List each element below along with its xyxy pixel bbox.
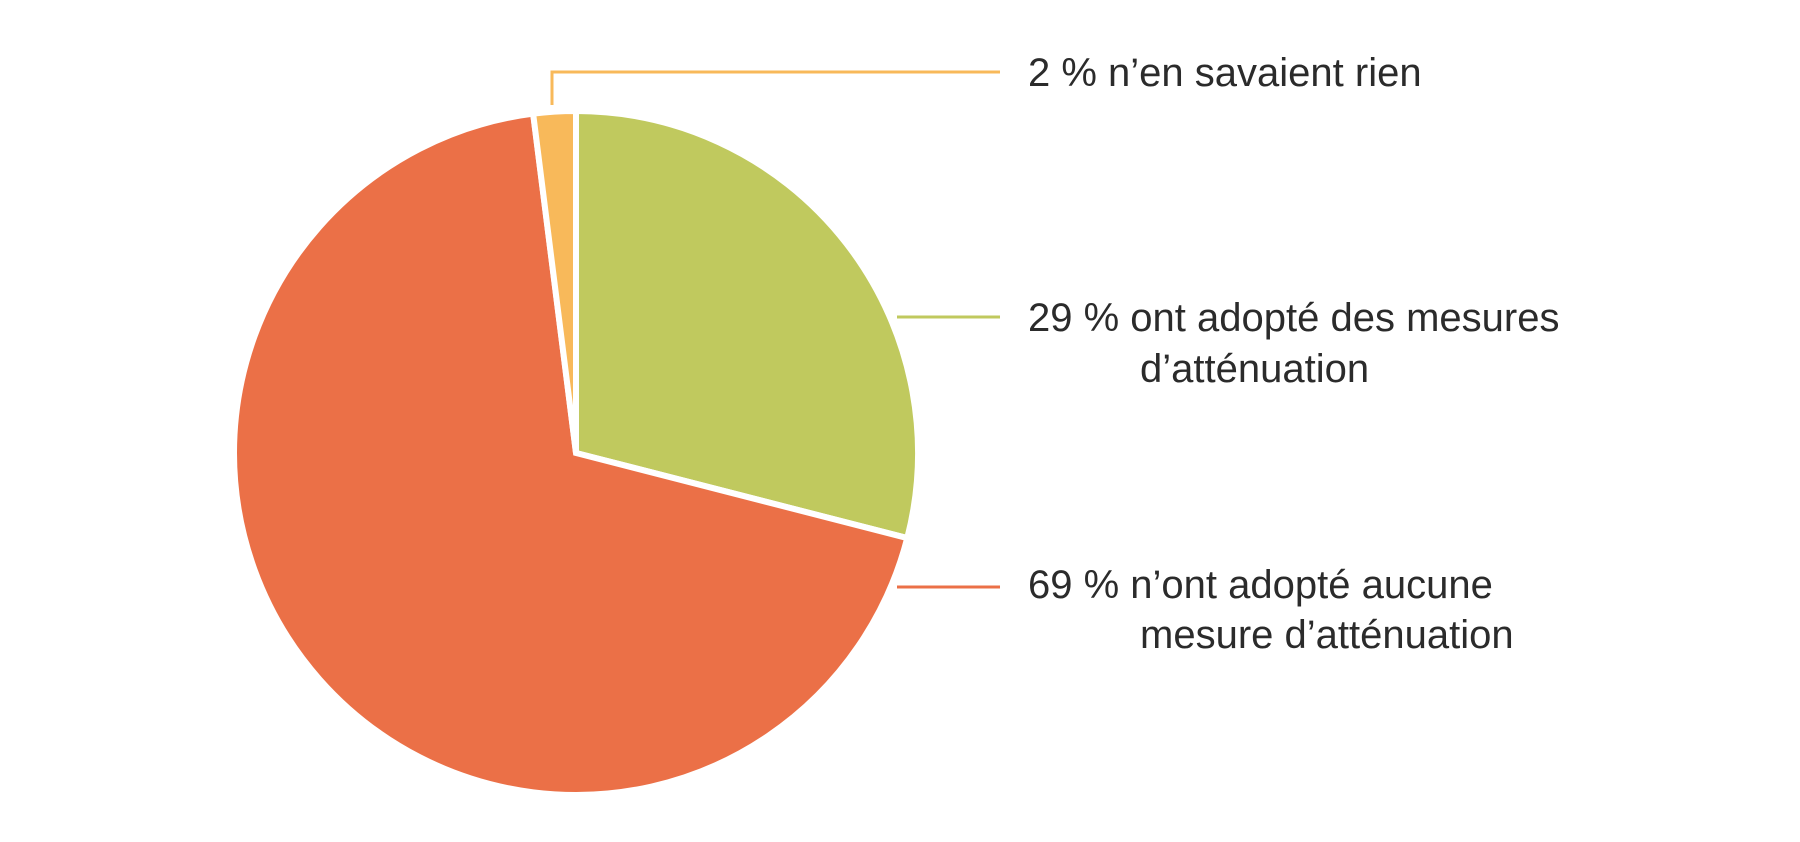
leader-line-unaware — [550, 70, 1000, 105]
label-adopted-line1: 29 % ont adopté des mesures — [1028, 296, 1559, 340]
label-none-line1: 69 % n’ont adopté aucune — [1028, 563, 1493, 607]
label-unaware-line1: 2 % n’en savaient rien — [1028, 51, 1422, 95]
label-none-line2: mesure d’atténuation — [1140, 613, 1514, 657]
pie-slice-unaware — [529, 107, 579, 454]
pie-slices — [231, 107, 921, 798]
pie-slice-adopted — [573, 107, 921, 542]
label-adopted-line2: d’atténuation — [1140, 347, 1369, 391]
pie-slice-none — [231, 110, 911, 798]
